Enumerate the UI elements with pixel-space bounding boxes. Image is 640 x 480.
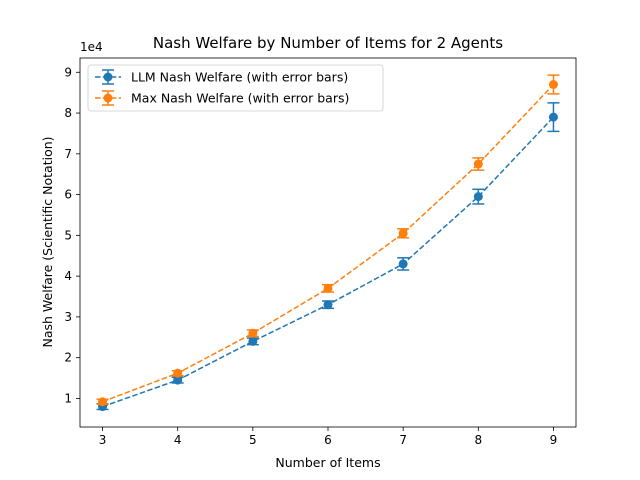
legend-label: LLM Nash Welfare (with error bars) [131,70,348,85]
y-tick-label: 1 [64,391,72,405]
series-1 [96,102,560,412]
data-point [248,336,258,346]
data-point [248,328,258,338]
series-2 [96,74,560,407]
data-point [173,368,183,378]
x-axis-label: Number of Items [275,455,380,470]
data-point [173,375,183,385]
x-tick-label: 4 [174,433,182,447]
x-tick-label: 3 [99,433,107,447]
data-point [323,300,333,310]
chart-title: Nash Welfare by Number of Items for 2 Ag… [153,34,503,52]
y-tick-label: 6 [64,188,72,202]
data-point [473,192,483,202]
legend-marker [103,72,113,82]
data-point [98,397,108,407]
data-point [398,228,408,238]
x-tick-label: 6 [324,433,332,447]
data-point [323,283,333,293]
plot-area [96,74,560,412]
legend-entry: LLM Nash Welfare (with error bars) [95,69,348,85]
x-tick-label: 5 [249,433,257,447]
legend-label: Max Nash Welfare (with error bars) [131,91,349,106]
y-tick-label: 8 [64,106,72,120]
y-axis-offset-label: 1e4 [80,40,103,54]
x-tick-label: 9 [550,433,558,447]
x-tick-label: 8 [474,433,482,447]
legend-box [87,64,384,112]
y-tick-label: 3 [64,310,72,324]
y-tick-label: 5 [64,228,72,242]
data-point [548,112,558,122]
legend-entry: Max Nash Welfare (with error bars) [95,90,349,106]
x-axis: 3 4 5 6 7 8 9 [99,427,558,447]
legend: LLM Nash Welfare (with error bars) Max Na… [87,64,384,112]
y-tick-label: 7 [64,147,72,161]
y-axis: 1 2 3 4 5 6 7 8 9 [64,65,80,405]
y-tick-label: 9 [64,65,72,79]
data-point [398,259,408,269]
x-tick-label: 7 [399,433,407,447]
y-tick-label: 4 [64,269,72,283]
y-axis-label: Nash Welfare (Scientific Notation) [40,136,55,347]
y-tick-label: 2 [64,351,72,365]
legend-marker [103,93,113,103]
data-point [473,159,483,169]
data-point [548,80,558,90]
